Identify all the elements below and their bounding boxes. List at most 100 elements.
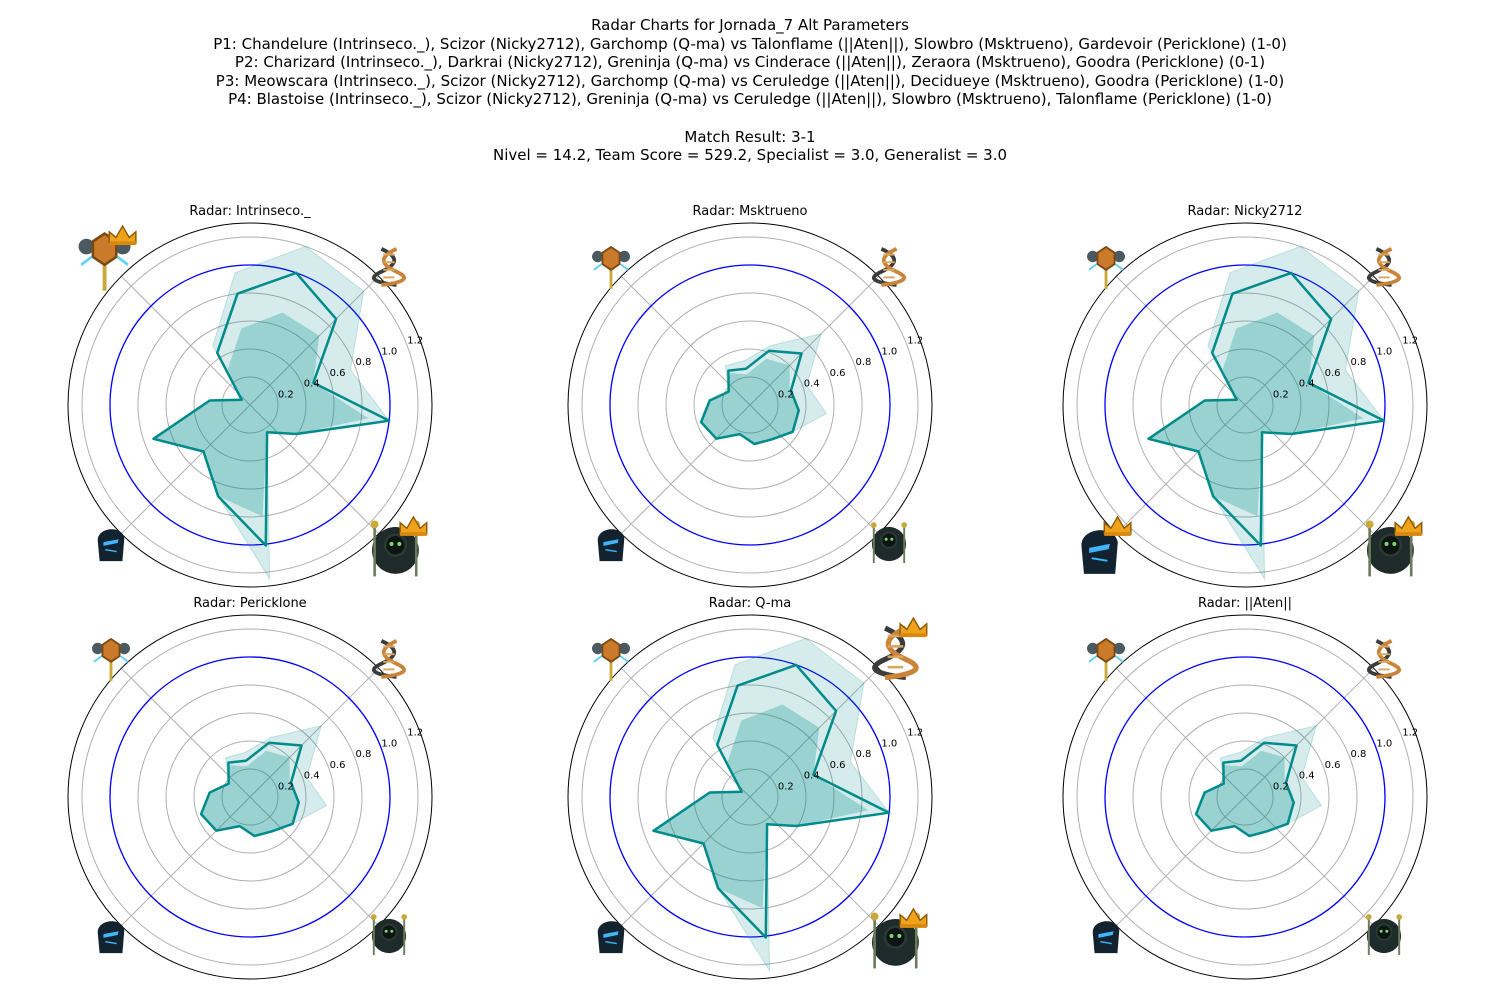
r-tick-label: 0.8 (355, 357, 371, 368)
crown-icon (399, 515, 428, 536)
hood-mark (1100, 940, 1112, 945)
reference-circle (109, 264, 391, 546)
r-tick-label: 0.4 (304, 771, 320, 782)
radar-chart-2: Radar: Nicky2712 0.2 0.4 0.6 0.8 1.0 1.2 (1062, 204, 1428, 588)
grid-circle-0 (1216, 768, 1274, 826)
grid-spoke-2 (120, 796, 251, 927)
polar-frame (567, 614, 933, 980)
series-line (199, 741, 303, 838)
dna-strand-a (372, 247, 397, 287)
medallion-spark (593, 263, 629, 271)
crown-body (399, 515, 428, 535)
medallion-staff-icon (1087, 637, 1126, 681)
dna-icon (872, 247, 906, 287)
hooded-face-icon (597, 529, 625, 562)
dna-icon (372, 247, 406, 287)
wizard-eye-right (397, 541, 402, 547)
match-stats: Nivel = 14.2, Team Score = 529.2, Specia… (492, 146, 1008, 165)
grid-spoke-2 (1115, 404, 1246, 535)
r-tick-label: 0.2 (1273, 389, 1289, 400)
hood-shape (1081, 530, 1118, 574)
grid-circle-2 (165, 320, 335, 490)
medallion-staff-icon (592, 637, 631, 681)
hooded-face-icon (1081, 530, 1118, 574)
grid-circle-0 (721, 376, 779, 434)
grid-circle-5 (581, 628, 919, 966)
r-tick-label: 1.2 (1402, 728, 1418, 739)
medallion-hexagon (1096, 245, 1116, 271)
grid-spoke-0 (249, 667, 380, 798)
band-inner-area (201, 750, 299, 836)
grid-circle-0 (221, 768, 279, 826)
wizard-head (883, 925, 908, 949)
wizard-eye-right (897, 933, 902, 939)
grid-circle-2 (665, 712, 835, 882)
medallion-spark (593, 655, 629, 663)
r-tick-label: 0.6 (330, 368, 346, 379)
crown-body (1103, 515, 1132, 535)
wizard-orb-left (370, 914, 377, 920)
radar-title: Radar: Pericklone (193, 596, 306, 611)
polar-frame (67, 222, 433, 588)
r-tick-label: 0.8 (355, 749, 371, 760)
match-line-p3: P3: Meowscara (Intrinseco._), Scizor (Ni… (215, 71, 1285, 90)
medallion-spark (80, 255, 129, 266)
wizard-team-icon (1365, 520, 1416, 577)
series-line (1194, 741, 1298, 838)
grid-circle-5 (581, 236, 919, 574)
r-tick-label: 0.4 (804, 771, 820, 782)
reference-circle (609, 656, 891, 938)
grid-spoke-3 (1115, 275, 1246, 406)
medallion-spark (1088, 263, 1124, 271)
r-tick-label: 1.0 (381, 346, 397, 357)
hooded-face-icon (97, 529, 125, 562)
radar-title: Radar: Msktrueno (693, 204, 808, 219)
match-result: Match Result: 3-1 (684, 127, 816, 146)
medallion-hexagon (1096, 637, 1116, 663)
wizard-orb-right (1396, 914, 1403, 920)
r-tick-label: 0.8 (1350, 357, 1366, 368)
wizard-orb-right (901, 522, 908, 528)
grid-circle-1 (193, 740, 307, 854)
hood-shape (597, 529, 625, 562)
grid-circle-3 (1132, 684, 1358, 910)
medallion-spark (1088, 655, 1124, 663)
wizard-orb-left (870, 912, 879, 921)
grid-spoke-1 (249, 796, 380, 927)
medallion-staff-icon (92, 637, 131, 681)
grid-spoke-1 (749, 796, 880, 927)
wizard-eye-right (1385, 929, 1389, 933)
hood-shape (97, 921, 125, 954)
grid-circle-2 (1160, 320, 1330, 490)
series-line (699, 349, 803, 446)
dna-strand-b (381, 247, 406, 287)
grid-circle-3 (137, 292, 363, 518)
wizard-eye-left (1384, 541, 1389, 547)
medallion-orb-left (1087, 250, 1099, 263)
grid-circle-5 (1076, 628, 1414, 966)
dna-icon (372, 639, 406, 679)
crown-band (109, 241, 136, 246)
hood-visor (103, 931, 119, 938)
grid-circle-3 (637, 292, 863, 518)
band-inner-area (1196, 750, 1294, 836)
hooded-face-icon (97, 921, 125, 954)
medallion-orb-right (1113, 642, 1126, 655)
crown-body (899, 616, 928, 636)
polar-frame (1062, 614, 1428, 980)
r-tick-label: 0.6 (1325, 760, 1341, 771)
dna-strand-b (881, 247, 906, 287)
radar-chart-5: Radar: ||Aten|| 0.2 0.4 0.6 0.8 1.0 1.2 (1062, 596, 1428, 980)
radar-chart-4: Radar: Q-ma 0.2 0.4 0.6 0.8 1.0 1.2 (567, 596, 933, 980)
hood-shape (97, 529, 125, 562)
r-tick-label: 1.0 (881, 346, 897, 357)
hood-mark (1091, 557, 1108, 562)
r-tick-label: 0.4 (1299, 379, 1315, 390)
medallion-orb-left (78, 238, 95, 255)
series-line (652, 663, 891, 939)
hooded-face-icon (597, 921, 625, 954)
grid-circle-0 (221, 376, 279, 434)
r-tick-label: 1.2 (907, 336, 923, 347)
wizard-team-icon (1365, 914, 1403, 955)
